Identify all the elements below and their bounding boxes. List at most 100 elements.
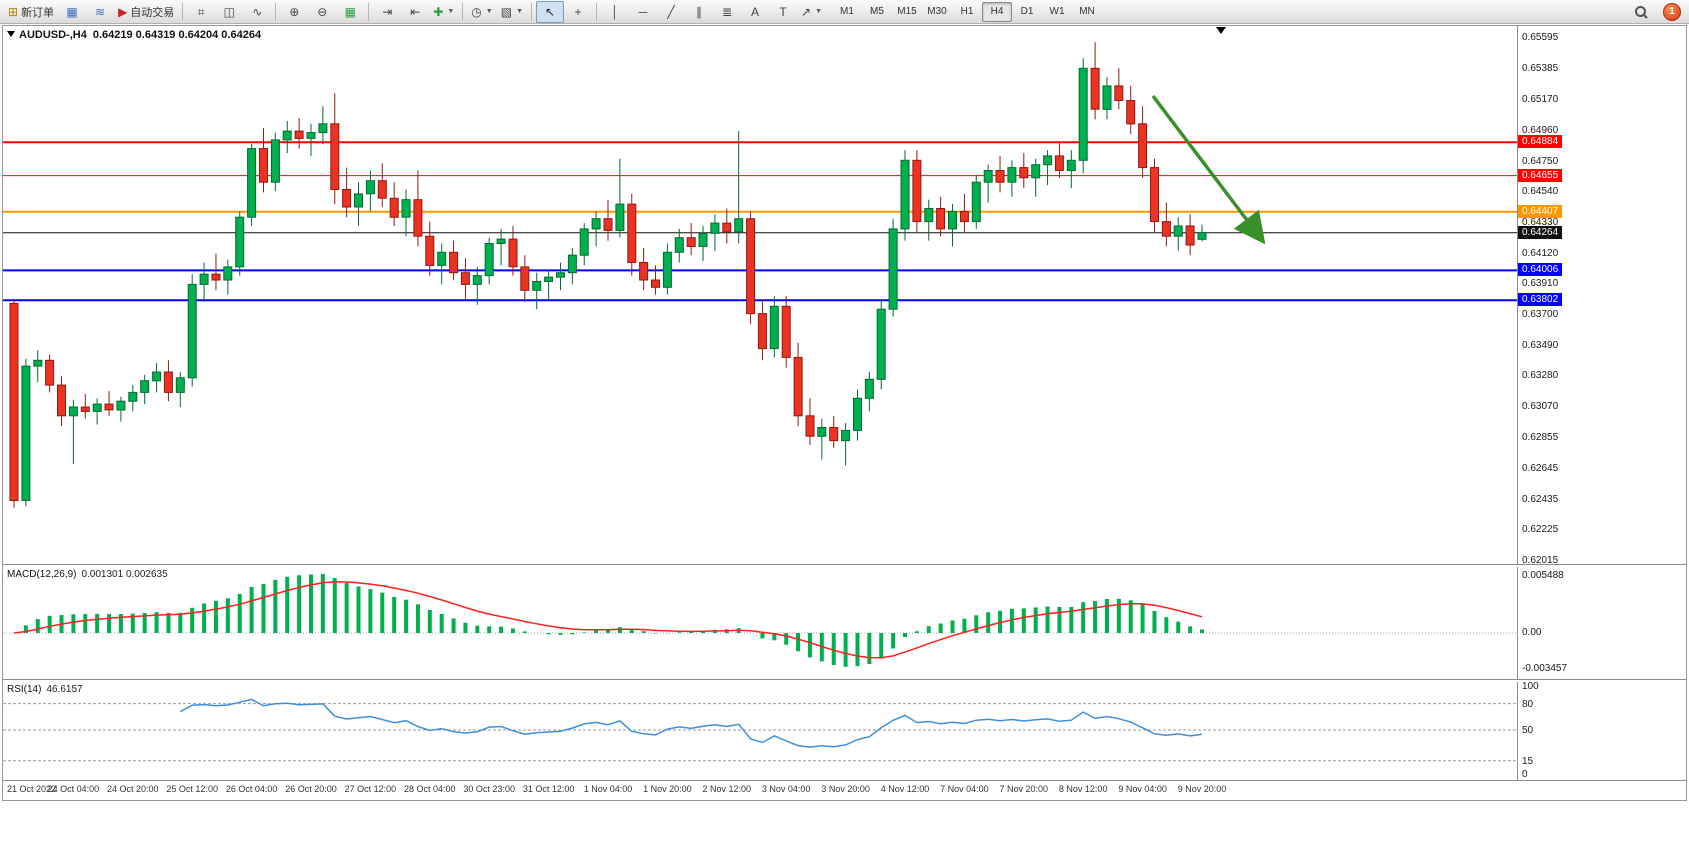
candle [805, 415, 815, 437]
time-axis-label: 27 Oct 12:00 [344, 784, 397, 794]
candle [1126, 100, 1136, 125]
price-axis-label: 0.64750 [1522, 156, 1559, 167]
candle [1066, 159, 1076, 172]
macd-label: MACD(12,26,9) 0.001301 0.002635 [7, 569, 168, 580]
timeframe-d1-button[interactable]: D1 [1020, 6, 1034, 17]
price-axis-label: 0.62435 [1522, 494, 1559, 505]
candle [1161, 221, 1171, 237]
candle [556, 272, 565, 278]
toolbar-fibonacci-button[interactable]: ≣ [713, 1, 741, 23]
search-button[interactable] [1627, 1, 1655, 23]
timeframe-h4-button[interactable]: H4 [982, 1, 1012, 22]
time-axis[interactable]: 21 Oct 2022 24 Oct 04:00 24 Oct 20:00 25 Oc… [3, 780, 1686, 800]
panel-separator[interactable] [3, 564, 1686, 567]
candle [924, 208, 934, 223]
timeframe-w1-button[interactable]: W1 [1049, 6, 1065, 17]
timeframe-mn-button[interactable]: MN [1079, 6, 1095, 17]
toolbar-zoom-in-button[interactable]: ⊕ [280, 1, 308, 23]
time-axis-label: 4 Nov 12:00 [880, 784, 930, 794]
toolbar-tile-windows-button[interactable]: ▦ [336, 1, 364, 23]
toolbar-auto-trading-button[interactable]: ▶ 自动交易 [114, 1, 178, 23]
toolbar-bar-chart-mode-button[interactable]: ⌗ [187, 1, 215, 23]
price-axis-label: 0.65385 [1522, 63, 1559, 74]
candle [318, 123, 328, 134]
toolbar-right-group: 1 [1627, 1, 1685, 23]
auto-trading-icon: ▶ [118, 4, 128, 19]
toolbar-add-indicator-button[interactable]: ✚ ▼ [429, 1, 458, 23]
toolbar-new-order-button[interactable]: ⊞ 新订单 [4, 1, 58, 23]
macd-axis-label: 0.005488 [1522, 570, 1564, 581]
time-axis-label: 3 Nov 20:00 [821, 784, 870, 794]
toolbar-trendline-button[interactable]: ╱ [657, 1, 685, 23]
rsi-panel: RSI(14) 46.6157 100 80 50 15 0 [3, 682, 1686, 780]
notification-badge[interactable]: 1 [1663, 2, 1681, 21]
price-tag-0.64655: 0.64655 [1518, 169, 1563, 182]
time-axis-label: 26 Oct 04:00 [225, 784, 278, 794]
toolbar-separator [182, 2, 184, 21]
toolbar-separator [368, 2, 370, 21]
candle [508, 238, 518, 268]
line-chart-mode-icon: ∿ [252, 4, 263, 19]
toolbar-separator [596, 2, 597, 21]
candle [1078, 67, 1088, 161]
trendline-icon: ╱ [667, 4, 675, 19]
new-order-icon: ⊞ [8, 4, 19, 19]
price-axis-label: 0.63700 [1522, 309, 1559, 320]
candle [710, 222, 720, 234]
timeframe-m30-button[interactable]: M30 [927, 6, 947, 17]
candlestick-mode-icon: ◫ [223, 4, 235, 19]
panel-separator[interactable] [3, 679, 1686, 682]
rsi-axis-label: 80 [1522, 699, 1534, 710]
toolbar-templates-button[interactable]: ▧ ▼ [497, 1, 527, 23]
rsi-axis-label: 100 [1522, 682, 1539, 692]
toolbar-candlestick-mode-button[interactable]: ◫ [215, 1, 243, 23]
periods-icon: ◷ [471, 4, 482, 19]
timeframe-m5-button[interactable]: M5 [870, 6, 884, 17]
rsi-axis: 100 80 50 15 0 [1517, 682, 1686, 780]
candle [57, 384, 66, 417]
candle [9, 302, 19, 501]
toolbar-vertical-line-button[interactable]: │ [601, 1, 629, 23]
price-axis[interactable]: 0.65595 0.65385 0.65170 0.64960 0.64750 0.645… [1517, 26, 1686, 564]
candle [769, 305, 779, 350]
candle [853, 397, 862, 431]
candle [948, 210, 957, 230]
toolbar-periods-button[interactable]: ◷ ▼ [467, 1, 496, 23]
toolbar-zoom-out-button[interactable]: ⊖ [308, 1, 336, 23]
price-axis-label: 0.64960 [1522, 125, 1559, 136]
window-menu-icon[interactable] [7, 31, 15, 37]
toolbar-line-chart-mode-button[interactable]: ∿ [243, 1, 271, 23]
timeframe-h1-button[interactable]: H1 [960, 6, 974, 17]
candle [460, 272, 470, 285]
candle [1043, 155, 1053, 166]
toolbar-chart-windows-button[interactable]: ▦ [58, 1, 86, 23]
toolbar-chart-shift-button[interactable]: ⇤ [401, 1, 429, 23]
candle [80, 406, 90, 412]
price-axis-label: 0.63280 [1522, 370, 1559, 381]
price-tag-0.64407: 0.64407 [1518, 205, 1563, 218]
candle [259, 148, 268, 183]
toolbar-crosshair-button[interactable]: + [564, 1, 592, 23]
time-axis-label: 30 Oct 23:00 [463, 784, 515, 794]
trend-arrow[interactable] [1151, 94, 1266, 245]
candle [163, 371, 173, 393]
timeframe-m15-button[interactable]: M15 [897, 6, 917, 17]
toolbar-text-button[interactable]: A [741, 1, 769, 23]
rsi-plot[interactable]: RSI(14) 46.6157 [3, 682, 1517, 780]
candle [1185, 225, 1195, 246]
toolbar-equidistant-channel-button[interactable]: ∥ [685, 1, 713, 23]
chevron-down-icon: ▼ [485, 8, 493, 15]
toolbar-auto-scroll-button[interactable]: ⇥ [373, 1, 401, 23]
toolbar-arrows-button[interactable]: ↗ ▼ [797, 1, 826, 23]
toolbar-market-depth-button[interactable]: ≋ [86, 1, 114, 23]
main-toolbar: ⊞ 新订单 ▦ ≋ ▶ 自动交易 ⌗ ◫ ∿ ⊕ ⊖ ▦ ⇥ ⇤ ✚ ▼ ◷ ▼ ▧ ▼ ↖ + │ ─ ╱ ∥ ≣ A T ↗ ▼ M1 M5… [0, 0, 1689, 24]
toolbar-horizontal-line-button[interactable]: ─ [629, 1, 657, 23]
timeframe-m1-button[interactable]: M1 [840, 6, 854, 17]
toolbar-cursor-button[interactable]: ↖ [536, 0, 564, 23]
time-axis-label: 24 Oct 04:00 [47, 784, 100, 794]
main-chart-plot[interactable]: AUDUSD-,H4 0.64219 0.64319 0.64204 0.6426… [3, 26, 1517, 564]
macd-plot[interactable]: MACD(12,26,9) 0.001301 0.002635 [3, 567, 1517, 679]
candle [544, 276, 554, 283]
price-axis-label: 0.63070 [1522, 401, 1559, 412]
toolbar-text-label-button[interactable]: T [769, 1, 797, 23]
